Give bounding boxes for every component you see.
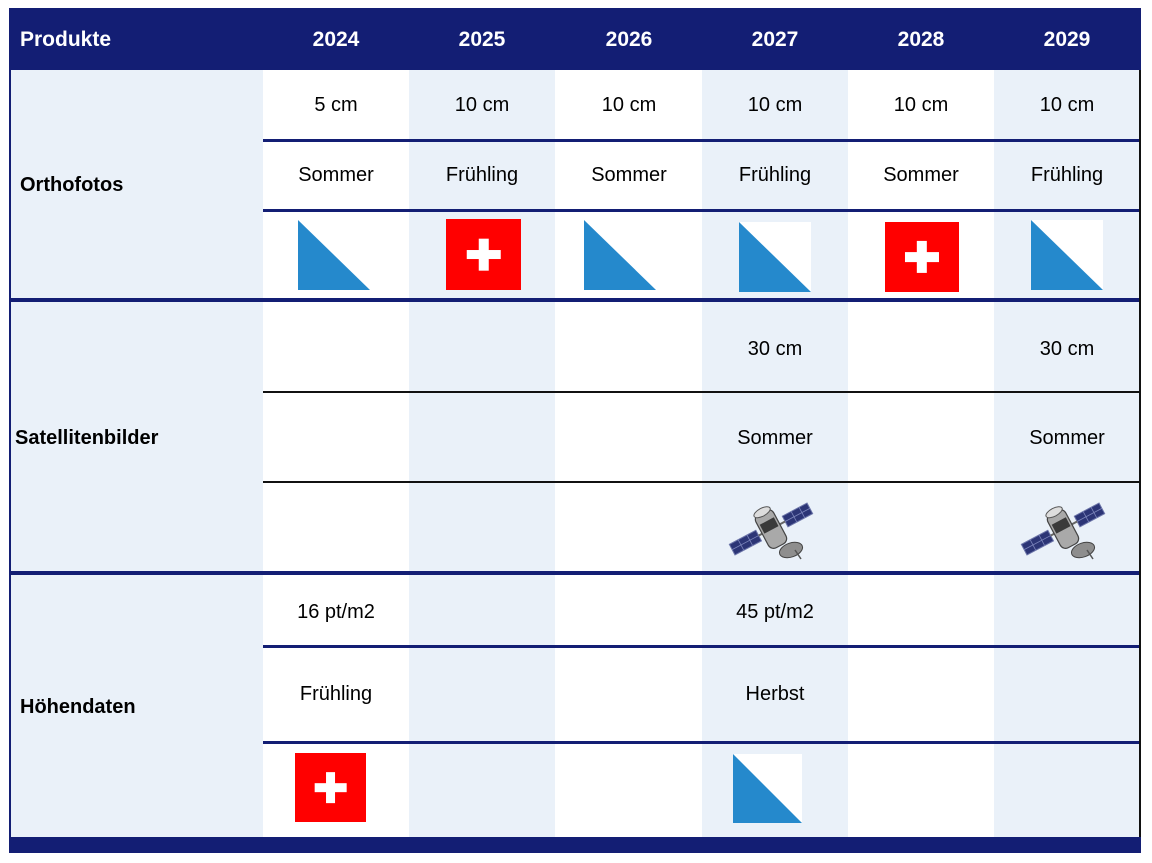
header-year-2024: 2024 <box>312 28 360 51</box>
ortho-season-2028: Sommer <box>883 164 959 186</box>
ortho-resolution-2027: 10 cm <box>747 94 803 116</box>
header-year-2026: 2026 <box>605 28 653 51</box>
header-year-2029: 2029 <box>1043 28 1091 51</box>
ortho-resolution-2025: 10 cm <box>454 94 510 116</box>
sat-season-2027: Sommer <box>737 427 813 449</box>
row-divider <box>263 139 1139 142</box>
row-divider <box>263 481 1139 483</box>
swiss-flag-icon <box>885 222 959 292</box>
header-year-2025: 2025 <box>458 28 506 51</box>
header-products: Produkte <box>20 28 112 51</box>
table-header: Produkte 2024 2025 2026 2027 2028 2029 <box>9 8 1141 70</box>
sat-resolution-2027: 30 cm <box>747 338 803 360</box>
sat-season-2029: Sommer <box>1029 427 1105 449</box>
header-year-2027: 2027 <box>751 28 799 51</box>
header-year-2028: 2028 <box>897 28 945 51</box>
ortho-resolution-2029: 10 cm <box>1039 94 1095 116</box>
swiss-flag-icon <box>446 219 521 290</box>
column-2029 <box>994 70 1140 837</box>
zurich-flag-icon <box>1031 220 1103 290</box>
section-divider <box>11 298 1139 302</box>
hoehen-season-2027: Herbst <box>745 683 805 705</box>
sat-resolution-2029: 30 cm <box>1039 338 1095 360</box>
section-divider <box>11 571 1139 575</box>
zurich-flag-icon <box>739 222 811 292</box>
ortho-resolution-2028: 10 cm <box>893 94 949 116</box>
table-footer-bar <box>9 837 1141 853</box>
row-divider <box>263 741 1139 744</box>
satellite-icon <box>1017 496 1109 562</box>
zurich-flag-icon <box>733 754 802 823</box>
column-2026 <box>556 70 702 837</box>
section-label-hoehendaten: Höhendaten <box>20 696 136 718</box>
ortho-season-2029: Frühling <box>1030 164 1104 186</box>
hoehen-density-2024: 16 pt/m2 <box>297 601 375 623</box>
ortho-season-2027: Frühling <box>738 164 812 186</box>
table-left-border <box>9 70 11 845</box>
ortho-resolution-2024: 5 cm <box>314 94 358 116</box>
satellite-icon <box>725 496 817 562</box>
column-2028 <box>848 70 994 837</box>
hoehen-density-2027: 45 pt/m2 <box>736 601 814 623</box>
hoehen-season-2024: Frühling <box>299 683 373 705</box>
swiss-flag-icon <box>295 753 366 822</box>
section-label-satellitenbilder: Satellitenbilder <box>15 427 159 449</box>
table-right-border <box>1139 70 1141 845</box>
section-hoehendaten-label-cell: Höhendaten <box>11 573 263 837</box>
ortho-resolution-2026: 10 cm <box>601 94 657 116</box>
row-divider <box>263 209 1139 212</box>
zurich-flag-icon <box>584 220 656 290</box>
zurich-flag-icon <box>298 220 370 290</box>
column-2024 <box>263 70 409 837</box>
row-divider <box>263 645 1139 648</box>
section-orthofotos-label-cell: Orthofotos <box>11 70 263 300</box>
section-satellitenbilder-label-cell: Satellitenbilder <box>11 300 263 573</box>
product-schedule-table: Produkte 2024 2025 2026 2027 2028 2029 O… <box>9 8 1141 853</box>
section-label-orthofotos: Orthofotos <box>20 174 124 196</box>
row-divider <box>263 391 1139 393</box>
ortho-season-2026: Sommer <box>591 164 667 186</box>
column-2025 <box>409 70 555 837</box>
column-2027 <box>702 70 848 837</box>
ortho-season-2025: Frühling <box>445 164 519 186</box>
ortho-season-2024: Sommer <box>298 164 374 186</box>
